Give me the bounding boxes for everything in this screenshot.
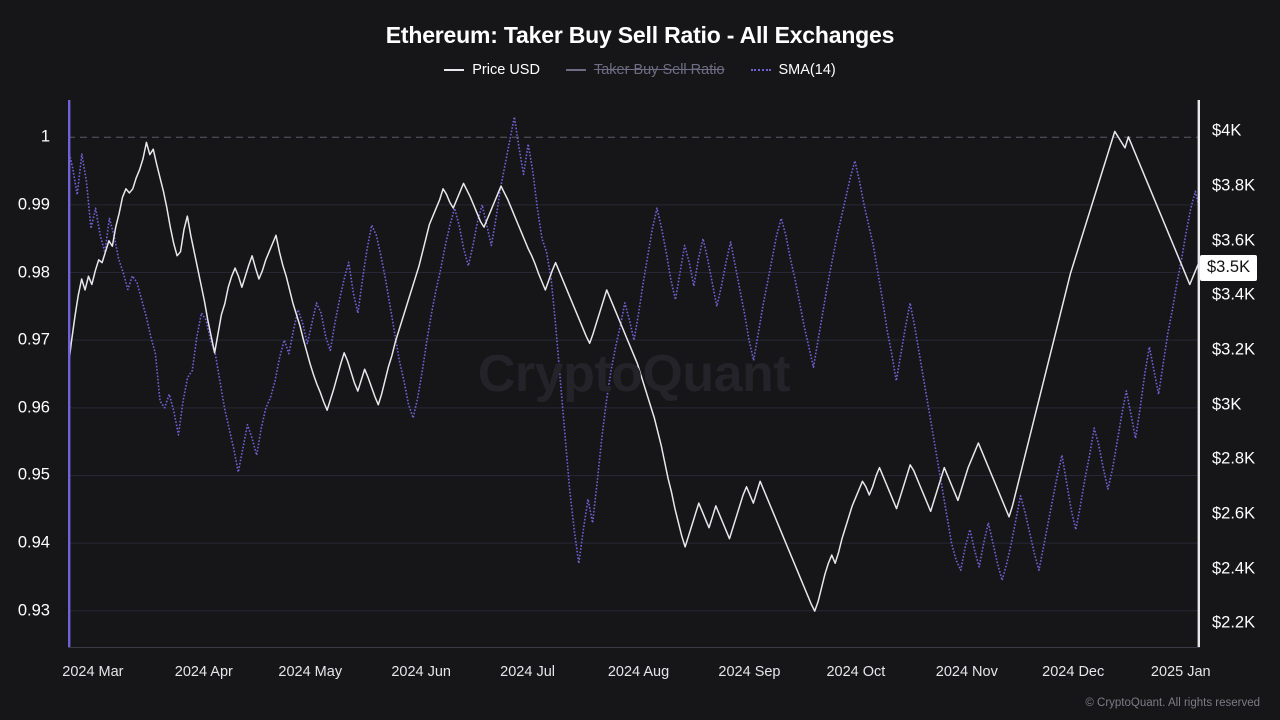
y-axis-right-tick: $3.4K [1212, 285, 1256, 304]
x-axis-tick-label: 2024 Jul [500, 664, 555, 680]
x-axis-tick-label: 2024 Oct [826, 664, 886, 680]
y-axis-left-tick: 0.94 [17, 533, 50, 552]
x-axis-tick-label: 2024 Aug [607, 664, 670, 680]
legend-item-sma-14[interactable]: SMA(14) [750, 62, 836, 78]
series-lines [68, 116, 1200, 612]
x-axis-tick-label: 2024 May [278, 664, 343, 680]
y-axis-right-tick: $3.8K [1212, 176, 1256, 195]
y-axis-right-tick: $2.4K [1212, 559, 1256, 578]
x-axis-tick-label: 2024 Sep [718, 664, 781, 680]
y-axis-left-labels: 1 0.99 0.98 0.97 0.96 0.95 0.94 0.93 [0, 100, 60, 648]
y-axis-right-tick: $2.8K [1212, 449, 1256, 468]
x-axis-tick-label: 2024 Nov [935, 664, 998, 680]
y-axis-right-tick: $3K [1212, 395, 1242, 414]
y-axis-right-tick: $3.6K [1212, 231, 1256, 250]
x-axis-tick-label: 2024 Apr [174, 664, 233, 680]
chart-title: Ethereum: Taker Buy Sell Ratio - All Exc… [385, 22, 895, 48]
x-axis-tick-label: 2024 Jun [391, 664, 452, 680]
legend-item-price-usd[interactable]: Price USD [444, 62, 540, 78]
y-axis-left-tick: 0.97 [17, 330, 50, 349]
legend-marker-sma-14-icon [750, 69, 771, 71]
y-axis-right-tick: $3.2K [1212, 340, 1256, 359]
gridlines [68, 136, 1200, 612]
y-axis-left-tick: 0.95 [17, 465, 50, 484]
x-axis-tick-label: 2024 Mar [62, 664, 124, 680]
x-axis-tick-label: 2024 Dec [1042, 664, 1105, 680]
legend-item-taker-buy-sell-ratio[interactable]: Taker Buy Sell Ratio [565, 62, 725, 78]
legend-marker-price-usd-icon [444, 69, 465, 71]
legend-label-taker-buy-sell-ratio: Taker Buy Sell Ratio [593, 62, 725, 78]
legend-label-price-usd: Price USD [472, 62, 540, 78]
y-axis-left-tick: 0.98 [17, 263, 50, 282]
y-axis-right-tick: $4K [1212, 121, 1242, 140]
y-axis-right-tick: $2.6K [1212, 504, 1256, 523]
y-axis-left-tick: 0.99 [17, 195, 50, 214]
price-cursor-badge: $3.5K [1200, 255, 1258, 282]
y-axis-left-tick: 0.96 [17, 398, 50, 417]
chart-legend: Price USD Taker Buy Sell Ratio SMA(14) [0, 62, 1280, 78]
x-axis-labels: 2024 Mar 2024 Apr 2024 May 2024 Jun 2024 Jul… [62, 664, 1210, 688]
y-axis-right-labels: $4K $3.8K $3.6K $3.4K $3.2K $3K $2.8K $2.6K $2.4… [1206, 100, 1280, 648]
y-axis-right-tick: $2.2K [1212, 613, 1256, 632]
legend-marker-taker-buy-sell-ratio-icon [565, 69, 586, 71]
axis-lines [68, 100, 1200, 648]
legend-label-sma-14: SMA(14) [778, 62, 836, 78]
y-axis-left-tick: 0.93 [17, 601, 50, 620]
footer-credit: © CryptoQuant. All rights reserved [1085, 697, 1260, 709]
plot-svg [68, 100, 1200, 648]
y-axis-left-tick: 1 [40, 127, 50, 146]
plot-area[interactable]: CryptoQuant [68, 100, 1200, 648]
series-line-price-usd [68, 130, 1200, 612]
x-axis-tick-label: 2025 Jan [1150, 664, 1211, 680]
series-line-sma-14 [68, 116, 1200, 582]
